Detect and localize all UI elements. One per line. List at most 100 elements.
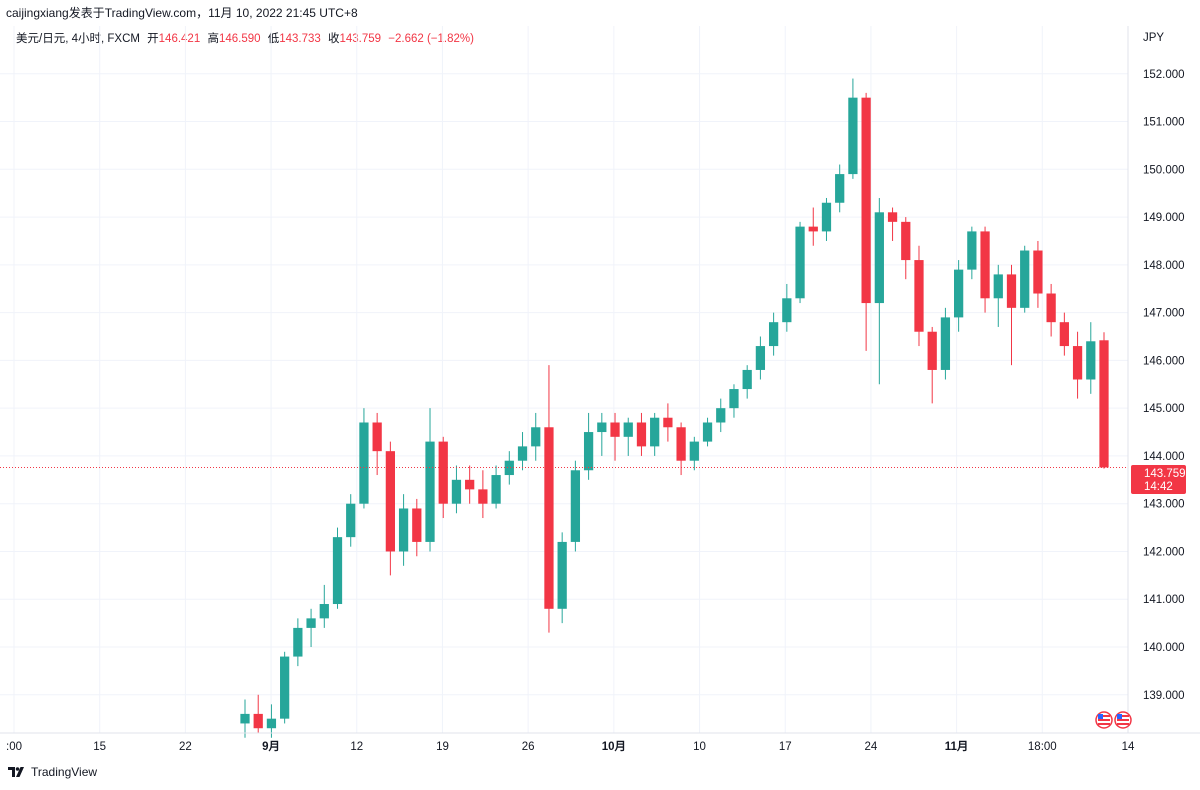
candle[interactable] bbox=[280, 651, 290, 724]
candle[interactable] bbox=[491, 465, 501, 509]
candle[interactable] bbox=[742, 365, 752, 399]
candle[interactable] bbox=[478, 470, 488, 519]
candle[interactable] bbox=[346, 494, 356, 547]
time-axis[interactable]: :00 15 22 9月 12 19 26 10月 10 17 24 11月 18:00 14 bbox=[6, 740, 1135, 753]
candle-body bbox=[504, 460, 514, 476]
candle[interactable] bbox=[332, 527, 343, 609]
candle[interactable] bbox=[689, 436, 699, 471]
event-icons[interactable] bbox=[1095, 711, 1132, 729]
candle[interactable] bbox=[597, 412, 607, 456]
candle[interactable] bbox=[954, 260, 964, 332]
candle[interactable] bbox=[253, 694, 263, 733]
candle[interactable] bbox=[993, 264, 1003, 327]
candle[interactable] bbox=[451, 465, 462, 514]
candle[interactable] bbox=[623, 417, 633, 456]
candle[interactable] bbox=[808, 207, 818, 246]
candle[interactable] bbox=[980, 226, 990, 313]
candle[interactable] bbox=[412, 498, 422, 557]
candle[interactable] bbox=[531, 412, 541, 461]
candle[interactable] bbox=[465, 465, 475, 504]
candle[interactable] bbox=[861, 92, 871, 351]
candle[interactable] bbox=[398, 494, 409, 566]
legend-close-value: 143.759 bbox=[339, 33, 382, 45]
candle[interactable] bbox=[583, 412, 594, 480]
us-flag-icon[interactable] bbox=[1114, 711, 1132, 729]
candle[interactable] bbox=[1020, 245, 1030, 313]
candle[interactable] bbox=[557, 532, 567, 624]
time-tick-label: 26 bbox=[522, 741, 535, 753]
candle-body bbox=[848, 97, 858, 175]
candle[interactable] bbox=[782, 283, 792, 332]
candles[interactable] bbox=[240, 78, 1109, 738]
candle[interactable] bbox=[1072, 331, 1083, 399]
candle[interactable] bbox=[1086, 322, 1096, 394]
candle[interactable] bbox=[702, 417, 713, 447]
price-axis[interactable]: 139.000 140.000 141.000 142.000 143.000 144.0… bbox=[1143, 69, 1185, 702]
candle[interactable] bbox=[385, 441, 395, 576]
candle[interactable] bbox=[768, 312, 779, 356]
candle-body bbox=[980, 231, 990, 299]
candle-body bbox=[253, 713, 263, 729]
candle-body bbox=[583, 432, 594, 471]
countdown-value: 14:42 bbox=[1144, 481, 1173, 493]
time-tick-label: :00 bbox=[6, 741, 22, 753]
candle-body bbox=[319, 604, 329, 619]
candle[interactable] bbox=[967, 226, 977, 280]
candle[interactable] bbox=[901, 217, 911, 280]
candle-body bbox=[293, 627, 303, 657]
candle[interactable] bbox=[874, 197, 884, 385]
candle[interactable] bbox=[544, 365, 554, 633]
candle-body bbox=[425, 441, 435, 542]
candle[interactable] bbox=[517, 432, 528, 471]
candle[interactable] bbox=[306, 608, 316, 648]
legend-open-value: 146.421 bbox=[158, 33, 201, 45]
candle[interactable] bbox=[1033, 240, 1043, 308]
us-flag-icon[interactable] bbox=[1095, 711, 1113, 729]
candle[interactable] bbox=[795, 221, 805, 304]
candle[interactable] bbox=[319, 584, 329, 628]
candle[interactable] bbox=[1099, 332, 1109, 469]
candle-body bbox=[676, 427, 686, 461]
price-tick-label: 151.000 bbox=[1143, 117, 1185, 129]
candle-body bbox=[821, 202, 832, 232]
candle[interactable] bbox=[438, 436, 448, 519]
candle[interactable] bbox=[848, 78, 858, 179]
candle[interactable] bbox=[755, 336, 766, 380]
candle[interactable] bbox=[359, 408, 369, 509]
candle[interactable] bbox=[372, 412, 382, 476]
footer-brand-text: TradingView bbox=[31, 765, 98, 779]
candle[interactable] bbox=[663, 403, 673, 442]
candle[interactable] bbox=[650, 412, 660, 456]
candle[interactable] bbox=[887, 207, 898, 241]
candle[interactable] bbox=[835, 164, 845, 213]
candle[interactable] bbox=[1046, 283, 1056, 337]
candle[interactable] bbox=[266, 704, 277, 738]
candle[interactable] bbox=[1006, 264, 1017, 366]
price-tick-label: 142.000 bbox=[1143, 546, 1185, 558]
candle[interactable] bbox=[240, 699, 250, 738]
candle[interactable] bbox=[927, 326, 937, 404]
candle[interactable] bbox=[570, 460, 581, 552]
candle[interactable] bbox=[716, 398, 726, 433]
legend-close-label: 收 bbox=[328, 33, 340, 45]
legend-symbol[interactable]: 美元/日元, 4小时, FXCM bbox=[16, 33, 140, 45]
candle[interactable] bbox=[610, 412, 620, 461]
price-tick-label: 148.000 bbox=[1143, 260, 1185, 272]
candle-body bbox=[716, 408, 726, 423]
candle[interactable] bbox=[636, 412, 647, 456]
candle[interactable] bbox=[425, 408, 435, 552]
candle-body bbox=[729, 389, 739, 409]
candle[interactable] bbox=[940, 307, 951, 380]
candle[interactable] bbox=[676, 422, 686, 476]
time-tick-label: 19 bbox=[436, 741, 449, 753]
candle-body bbox=[636, 422, 647, 447]
candle[interactable] bbox=[1059, 312, 1069, 356]
candle[interactable] bbox=[914, 245, 924, 347]
candle[interactable] bbox=[821, 197, 832, 241]
candle[interactable] bbox=[293, 618, 303, 667]
candle[interactable] bbox=[504, 451, 514, 485]
footer-brand[interactable]: TradingView bbox=[8, 765, 97, 779]
symbol-legend: 美元/日元, 4小时, FXCM 开146.421 高146.590 低143.… bbox=[16, 30, 474, 46]
candle[interactable] bbox=[729, 384, 739, 418]
